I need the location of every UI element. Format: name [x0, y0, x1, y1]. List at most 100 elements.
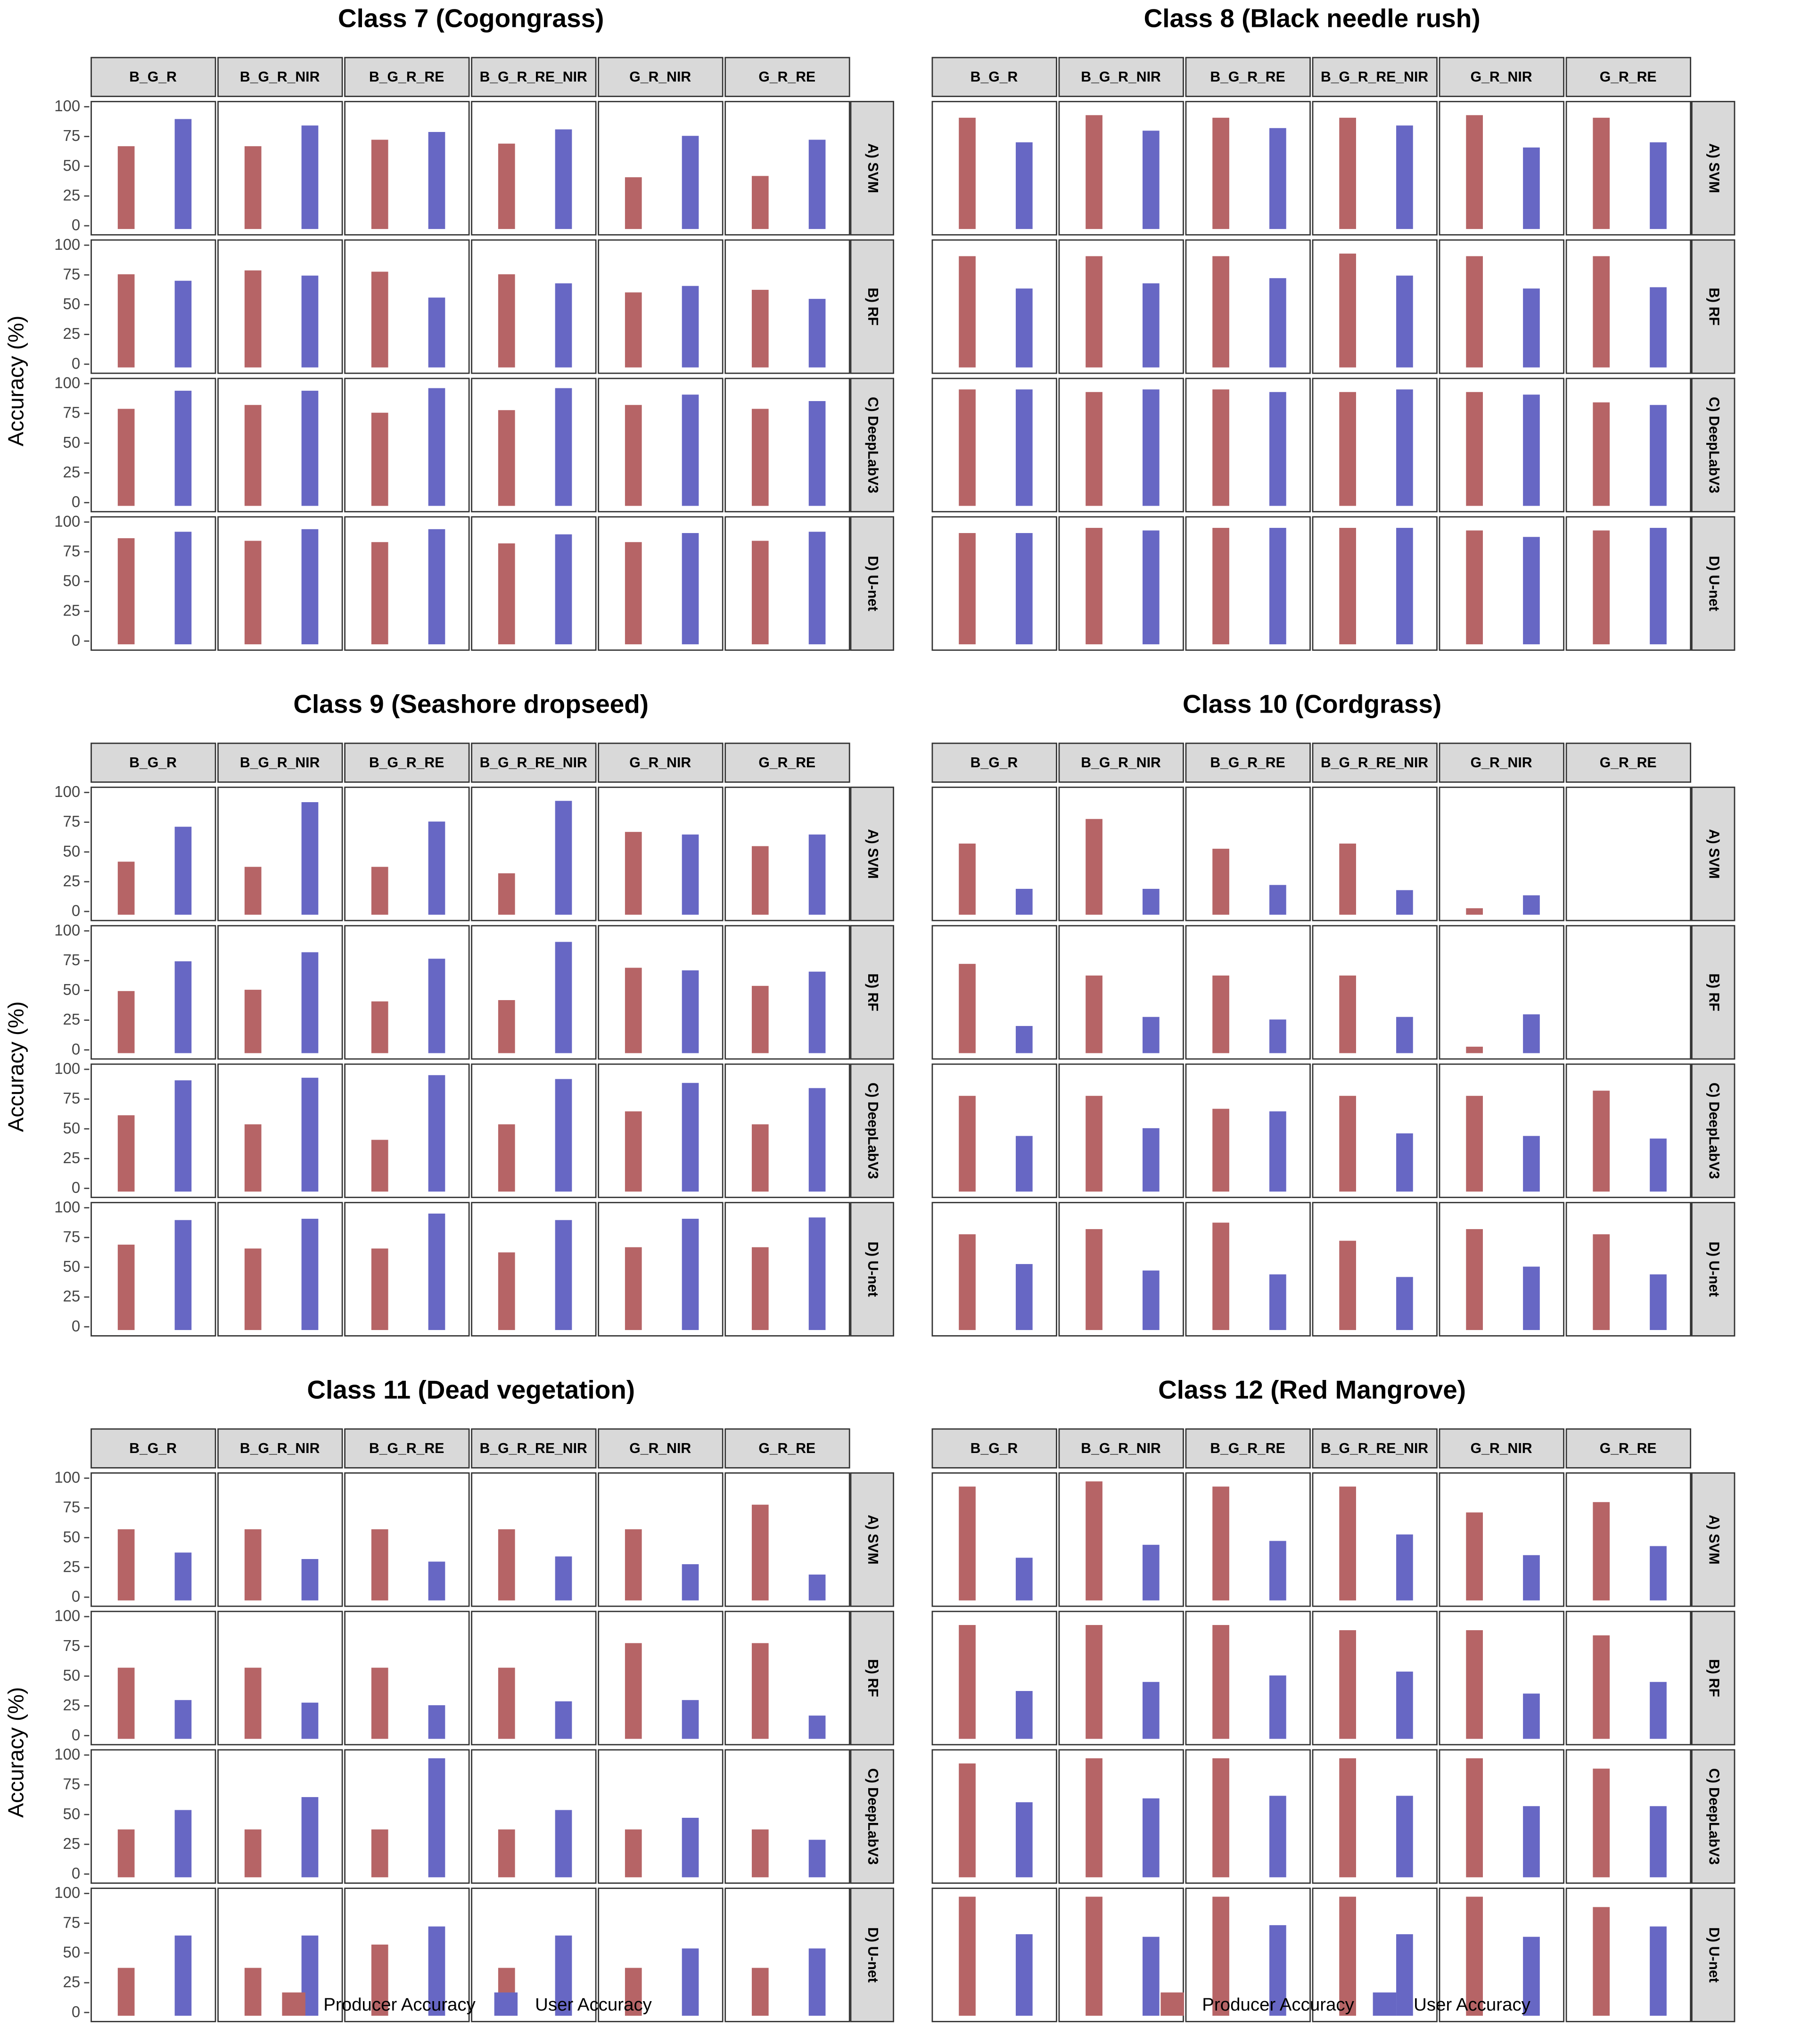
user-accuracy-bar	[808, 835, 826, 915]
user-accuracy-bar	[808, 140, 826, 229]
producer-accuracy-bar	[498, 143, 515, 229]
facet-panel	[217, 101, 343, 236]
user-accuracy-bar	[428, 1213, 445, 1330]
producer-accuracy-bar	[1212, 849, 1229, 915]
user-accuracy-bar	[1015, 1135, 1033, 1192]
producer-accuracy-bar	[371, 1830, 388, 1878]
user-accuracy-bar	[1523, 394, 1540, 506]
y-axis-label: Accuracy (%)	[4, 1001, 29, 1133]
facet-panel	[1565, 1610, 1691, 1746]
y-tick-mark	[84, 1049, 90, 1051]
producer-accuracy-bar	[959, 1625, 976, 1739]
facet-panel	[344, 1063, 469, 1198]
facet-panel	[471, 1063, 596, 1198]
producer-accuracy-bar	[1593, 1635, 1610, 1739]
facet-panel	[724, 1063, 850, 1198]
y-tick-mark	[84, 1784, 90, 1786]
user-accuracy-bar	[682, 532, 699, 645]
y-tick-mark	[84, 412, 90, 414]
y-tick-label: 25	[63, 463, 81, 482]
user-accuracy-bar	[428, 1075, 445, 1192]
user-accuracy-bar	[1650, 1682, 1667, 1739]
user-accuracy-bar	[1396, 276, 1413, 368]
facet-panel	[217, 1202, 343, 1337]
facet-panel	[931, 239, 1057, 374]
y-tick-label: 25	[63, 1558, 81, 1576]
facet-panel	[1439, 1610, 1564, 1746]
facet-panel	[1058, 239, 1184, 374]
y-tick-mark	[84, 911, 90, 912]
facet-panel	[90, 516, 216, 651]
user-accuracy-bar	[174, 1220, 192, 1330]
user-accuracy-bar	[1523, 1806, 1540, 1878]
producer-accuracy-bar	[751, 175, 769, 229]
facet-strip-b-g-r-re-nir: B_G_R_RE_NIR	[471, 57, 596, 97]
facet-panel	[217, 239, 343, 374]
chart-title: Class 9 (Seashore dropseed)	[293, 690, 649, 720]
facet-strip-b-g-r: B_G_R	[90, 1428, 216, 1469]
facet-strip-row: D) U-net	[850, 1202, 894, 1337]
user-accuracy-bar	[1650, 404, 1667, 506]
user-accuracy-bar	[174, 1936, 192, 2016]
facet-strip-b-g-r-re: B_G_R_RE	[344, 742, 469, 783]
producer-accuracy-bar	[1339, 1486, 1356, 1601]
user-swatch	[494, 1992, 517, 2016]
facet-panel	[1185, 1202, 1310, 1337]
y-tick-mark	[84, 363, 90, 365]
user-accuracy-bar	[301, 1077, 319, 1192]
legend: Producer Accuracy User Accuracy	[282, 1992, 670, 2016]
user-accuracy-bar	[682, 1699, 699, 1739]
user-accuracy-bar	[555, 283, 572, 368]
user-accuracy-bar	[1269, 128, 1286, 229]
producer-accuracy-bar	[1593, 1502, 1610, 1601]
facet-strip-b-g-r-re: B_G_R_RE	[1185, 57, 1310, 97]
facet-panel	[931, 1202, 1057, 1337]
user-accuracy-bar	[1269, 391, 1286, 506]
facet-panel	[1439, 925, 1564, 1060]
facet-panel	[90, 925, 216, 1060]
facet-strip-b-g-r-re-nir: B_G_R_RE_NIR	[471, 1428, 596, 1469]
facet-panel	[1185, 1749, 1310, 1884]
y-tick-label: 50	[63, 1666, 81, 1685]
producer-accuracy-bar	[117, 409, 135, 506]
producer-accuracy-bar	[625, 1830, 642, 1878]
chart-panel: Class 12 (Red Mangrove) B_G_R B_G_R_NIR B_G…	[906, 1371, 1799, 2044]
y-tick-mark	[84, 225, 90, 227]
producer-swatch	[282, 1992, 305, 2016]
facet-panel	[471, 239, 596, 374]
facet-panel	[931, 378, 1057, 513]
facet-strip-g-r-nir: G_R_NIR	[598, 57, 723, 97]
facet-strip-g-r-re: G_R_RE	[724, 742, 850, 783]
facet-panel	[1565, 101, 1691, 236]
user-accuracy-bar	[1015, 534, 1033, 645]
producer-accuracy-bar	[498, 999, 515, 1053]
facet-row-label: D) U-net	[864, 556, 880, 611]
producer-accuracy-bar	[371, 542, 388, 645]
user-accuracy-bar	[1015, 288, 1033, 368]
producer-accuracy-bar	[751, 290, 769, 368]
facet-row-label: C) DeepLabV3	[864, 1768, 880, 1865]
y-tick-label: 25	[63, 1287, 81, 1305]
user-accuracy-bar	[682, 286, 699, 368]
facet-panel	[598, 787, 723, 921]
user-accuracy-bar	[1396, 889, 1413, 915]
facet-panel	[90, 1202, 216, 1337]
facet-panel	[931, 925, 1057, 1060]
facet-strip-b-g-r-nir: B_G_R_NIR	[217, 57, 343, 97]
user-accuracy-bar	[682, 1818, 699, 1878]
y-tick-label: 0	[71, 902, 81, 920]
y-tick-mark	[84, 1982, 90, 1984]
facet-panel	[1439, 516, 1564, 651]
facet-strip-b-g-r-nir: B_G_R_NIR	[1058, 57, 1184, 97]
producer-accuracy-bar	[244, 1968, 262, 2016]
facet-row-label: A) SVM	[864, 1514, 880, 1565]
facet-panel	[598, 1202, 723, 1337]
y-tick-mark	[84, 334, 90, 336]
facet-panel	[90, 1610, 216, 1746]
user-accuracy-bar	[1143, 1270, 1160, 1330]
producer-accuracy-bar	[959, 255, 976, 368]
facet-panel	[1185, 378, 1310, 513]
producer-accuracy-bar	[1593, 1090, 1610, 1192]
producer-accuracy-bar	[1466, 530, 1483, 645]
producer-accuracy-bar	[959, 843, 976, 915]
